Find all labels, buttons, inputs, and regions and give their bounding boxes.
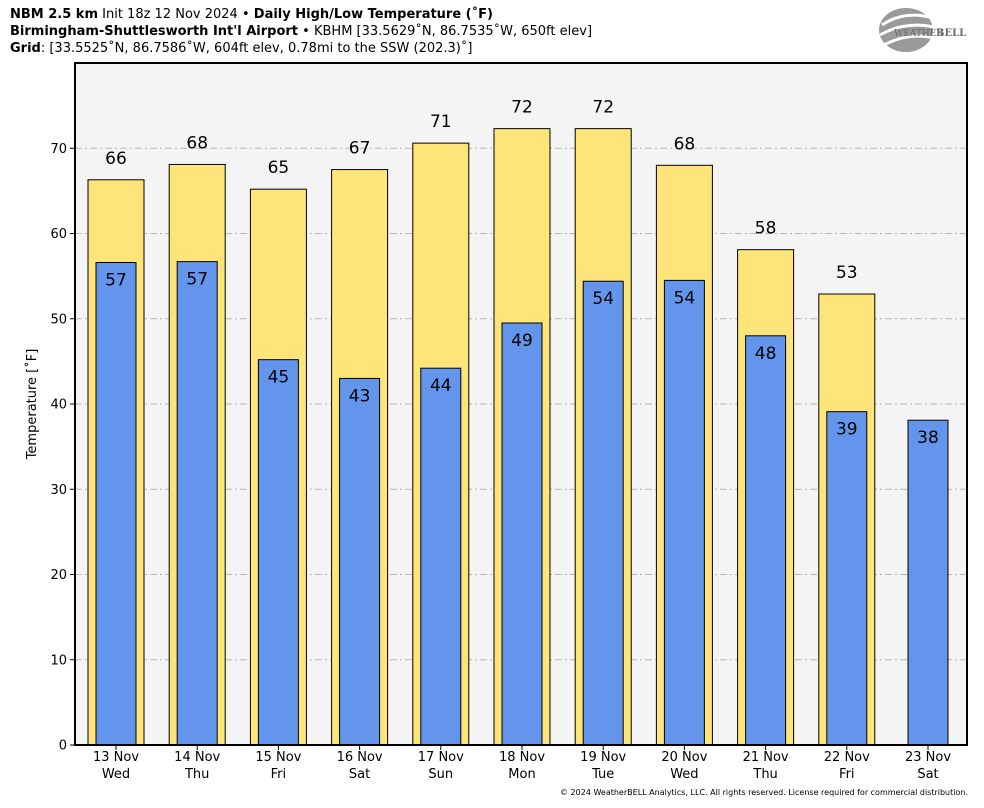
low-label-4: 44 — [430, 376, 452, 396]
high-label-4: 71 — [430, 112, 452, 132]
low-bar-0 — [95, 261, 137, 746]
y-tick-label-40: 40 — [50, 398, 67, 413]
x-tick-date-7: 20 Nov — [661, 750, 707, 765]
x-tick-date-8: 21 Nov — [743, 750, 789, 765]
low-label-0: 57 — [105, 270, 127, 290]
x-tick-date-2: 15 Nov — [255, 750, 301, 765]
logo-text-b: BELL — [936, 28, 966, 39]
station-info: KBHM [33.5629˚N, 86.7535˚W, 650ft elev] — [313, 24, 593, 39]
low-bar-1 — [176, 261, 218, 746]
x-axis-ticks: 13 Nov Wed 14 Nov Thu 15 Nov Fri 16 Nov Sat 17 N… — [93, 745, 951, 782]
station-name: Birmingham-Shuttlesworth Int'l Airport — [10, 24, 299, 39]
y-tick-label-10: 10 — [50, 653, 67, 668]
x-tick-day-3: Sat — [349, 767, 370, 782]
low-bar-3 — [339, 377, 381, 746]
low-bar-6 — [582, 280, 624, 746]
y-tick-label-50: 50 — [50, 312, 67, 327]
y-tick-label-60: 60 — [50, 227, 67, 242]
y-tick-label-30: 30 — [50, 483, 67, 498]
data-labels: 66 57 68 57 65 45 67 43 71 44 72 49 72 54 68 54 58 48 53 39… — [105, 98, 939, 449]
low-label-10: 38 — [917, 428, 939, 448]
grid-info: : [33.5525˚N, 86.7586˚W, 604ft elev, 0.7… — [40, 41, 473, 56]
high-label-3: 67 — [349, 139, 371, 159]
grid-label: Grid — [10, 41, 41, 56]
x-tick-day-0: Wed — [102, 767, 130, 782]
bars — [87, 128, 949, 746]
title-line-1: NBM 2.5 km Init 18z 12 Nov 2024 • Daily … — [10, 6, 493, 23]
y-axis-ticks: 0 10 20 30 40 50 60 70 — [50, 142, 75, 754]
x-tick-day-5: Mon — [508, 767, 535, 782]
init-time: Init 18z 12 Nov 2024 — [102, 7, 238, 22]
x-tick-day-4: Sun — [428, 767, 453, 782]
bullet: • — [241, 7, 250, 22]
high-label-2: 65 — [268, 158, 290, 178]
high-label-7: 68 — [674, 134, 696, 154]
x-tick-date-1: 14 Nov — [174, 750, 220, 765]
low-bar-2 — [257, 359, 299, 746]
weatherbell-logo: WEATHER BELL — [879, 8, 966, 52]
x-tick-date-3: 16 Nov — [337, 750, 383, 765]
low-bar-4 — [420, 367, 462, 746]
low-label-3: 43 — [349, 386, 371, 406]
low-bar-7 — [663, 279, 705, 746]
product-name: Daily High/Low Temperature (˚F) — [253, 7, 493, 22]
low-label-1: 57 — [186, 270, 208, 290]
y-tick-label-20: 20 — [50, 568, 67, 583]
low-bar-10 — [907, 419, 949, 746]
plot-frame — [74, 62, 968, 746]
title-line-2: Birmingham-Shuttlesworth Int'l Airport •… — [10, 23, 592, 40]
x-tick-date-10: 23 Nov — [905, 750, 951, 765]
x-tick-date-0: 13 Nov — [93, 750, 139, 765]
x-tick-day-6: Tue — [591, 767, 614, 782]
low-label-5: 49 — [511, 331, 533, 351]
x-tick-day-1: Thu — [184, 767, 209, 782]
low-label-2: 45 — [268, 368, 290, 388]
x-tick-date-4: 17 Nov — [418, 750, 464, 765]
x-tick-date-5: 18 Nov — [499, 750, 545, 765]
low-label-9: 39 — [836, 420, 858, 440]
y-tick-label-70: 70 — [50, 142, 67, 157]
low-label-6: 54 — [592, 289, 614, 309]
x-tick-date-6: 19 Nov — [580, 750, 626, 765]
low-label-8: 48 — [755, 344, 777, 364]
bullet: • — [302, 24, 310, 39]
title-line-3: Grid: [33.5525˚N, 86.7586˚W, 604ft elev,… — [10, 40, 472, 57]
y-tick-label-0: 0 — [59, 739, 67, 754]
model-name: NBM 2.5 km — [10, 7, 98, 22]
high-label-5: 72 — [511, 98, 533, 118]
low-label-7: 54 — [674, 288, 696, 308]
x-tick-day-2: Fri — [271, 767, 287, 782]
x-tick-day-7: Wed — [670, 767, 698, 782]
high-label-6: 72 — [592, 98, 614, 118]
high-label-0: 66 — [105, 149, 127, 169]
low-bar-5 — [501, 322, 543, 746]
high-label-1: 68 — [186, 133, 208, 153]
x-tick-date-9: 22 Nov — [824, 750, 870, 765]
high-label-9: 53 — [836, 263, 858, 283]
low-bar-8 — [745, 335, 787, 746]
low-bar-9 — [826, 411, 868, 746]
y-axis-label: Temperature [˚F] — [24, 349, 40, 461]
x-tick-day-9: Fri — [839, 767, 855, 782]
x-tick-day-10: Sat — [917, 767, 938, 782]
copyright-notice: © 2024 WeatherBELL Analytics, LLC. All r… — [560, 788, 968, 797]
logo-text-a: WEATHER — [894, 29, 943, 39]
x-tick-day-8: Thu — [752, 767, 777, 782]
high-label-8: 58 — [755, 219, 777, 239]
